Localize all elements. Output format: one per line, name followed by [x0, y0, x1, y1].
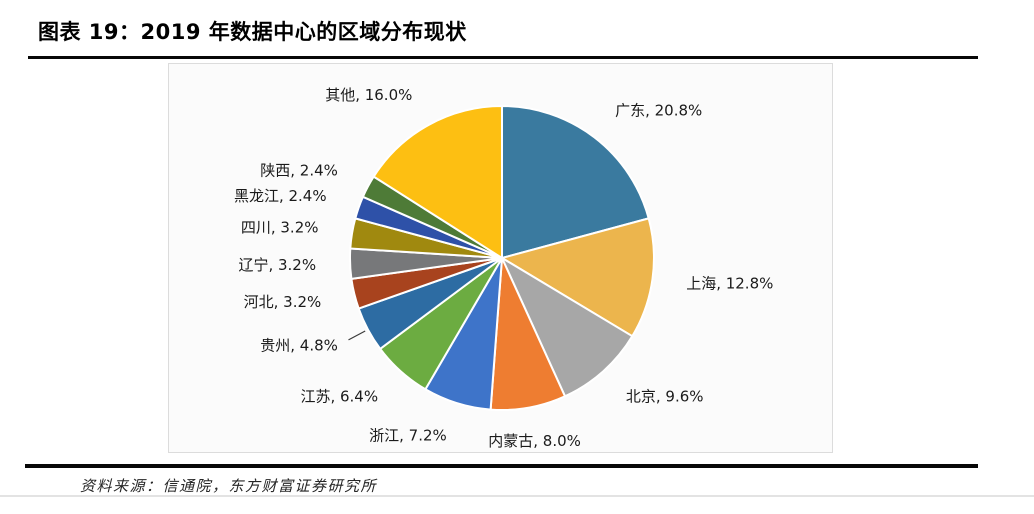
pie-slice-label-5: 浙江, 7.2% — [369, 427, 447, 445]
page-bottom-border — [0, 495, 1034, 497]
pie-slice-label-1: 广东, 20.8% — [615, 101, 702, 119]
pie-slice-2 — [501, 217, 655, 338]
pie-chart: 广东, 20.8% 上海, 12.8% 北京, 9.6% 内蒙古, 8.0% 浙江, 7… — [234, 86, 773, 450]
figure-title: 图表 19：2019 年数据中心的区域分布现状 — [38, 20, 467, 44]
pie-slice-3 — [501, 257, 634, 398]
label-leader-line — [348, 330, 366, 341]
pie-slice-label-12: 陕西, 2.4% — [260, 161, 338, 179]
pie-slice-label-6: 江苏, 6.4% — [300, 388, 378, 406]
footer-divider-rule — [25, 464, 978, 468]
title-underline-rule — [28, 56, 978, 59]
pie-slice-label-4: 内蒙古, 8.0% — [488, 432, 581, 450]
pie-slice-label-13: 其他, 16.0% — [325, 86, 412, 104]
pie-slice-label-10: 四川, 3.2% — [241, 219, 319, 237]
chart-area: 广东, 20.8% 上海, 12.8% 北京, 9.6% 内蒙古, 8.0% 浙江, 7… — [168, 63, 833, 453]
pie-slice-1 — [501, 105, 650, 259]
pie-slice-13 — [372, 105, 503, 259]
pie-slice-label-7: 贵州, 4.8% — [260, 337, 338, 355]
pie-slice-label-11: 黑龙江, 2.4% — [234, 187, 327, 205]
pie-slice-label-9: 辽宁, 3.2% — [238, 256, 316, 274]
pie-slice-label-2: 上海, 12.8% — [686, 275, 773, 293]
pie-slice-label-3: 北京, 9.6% — [626, 388, 704, 406]
source-note: 资料来源：信通院，东方财富证券研究所 — [80, 479, 378, 495]
pie-slice-label-8: 河北, 3.2% — [244, 293, 322, 311]
